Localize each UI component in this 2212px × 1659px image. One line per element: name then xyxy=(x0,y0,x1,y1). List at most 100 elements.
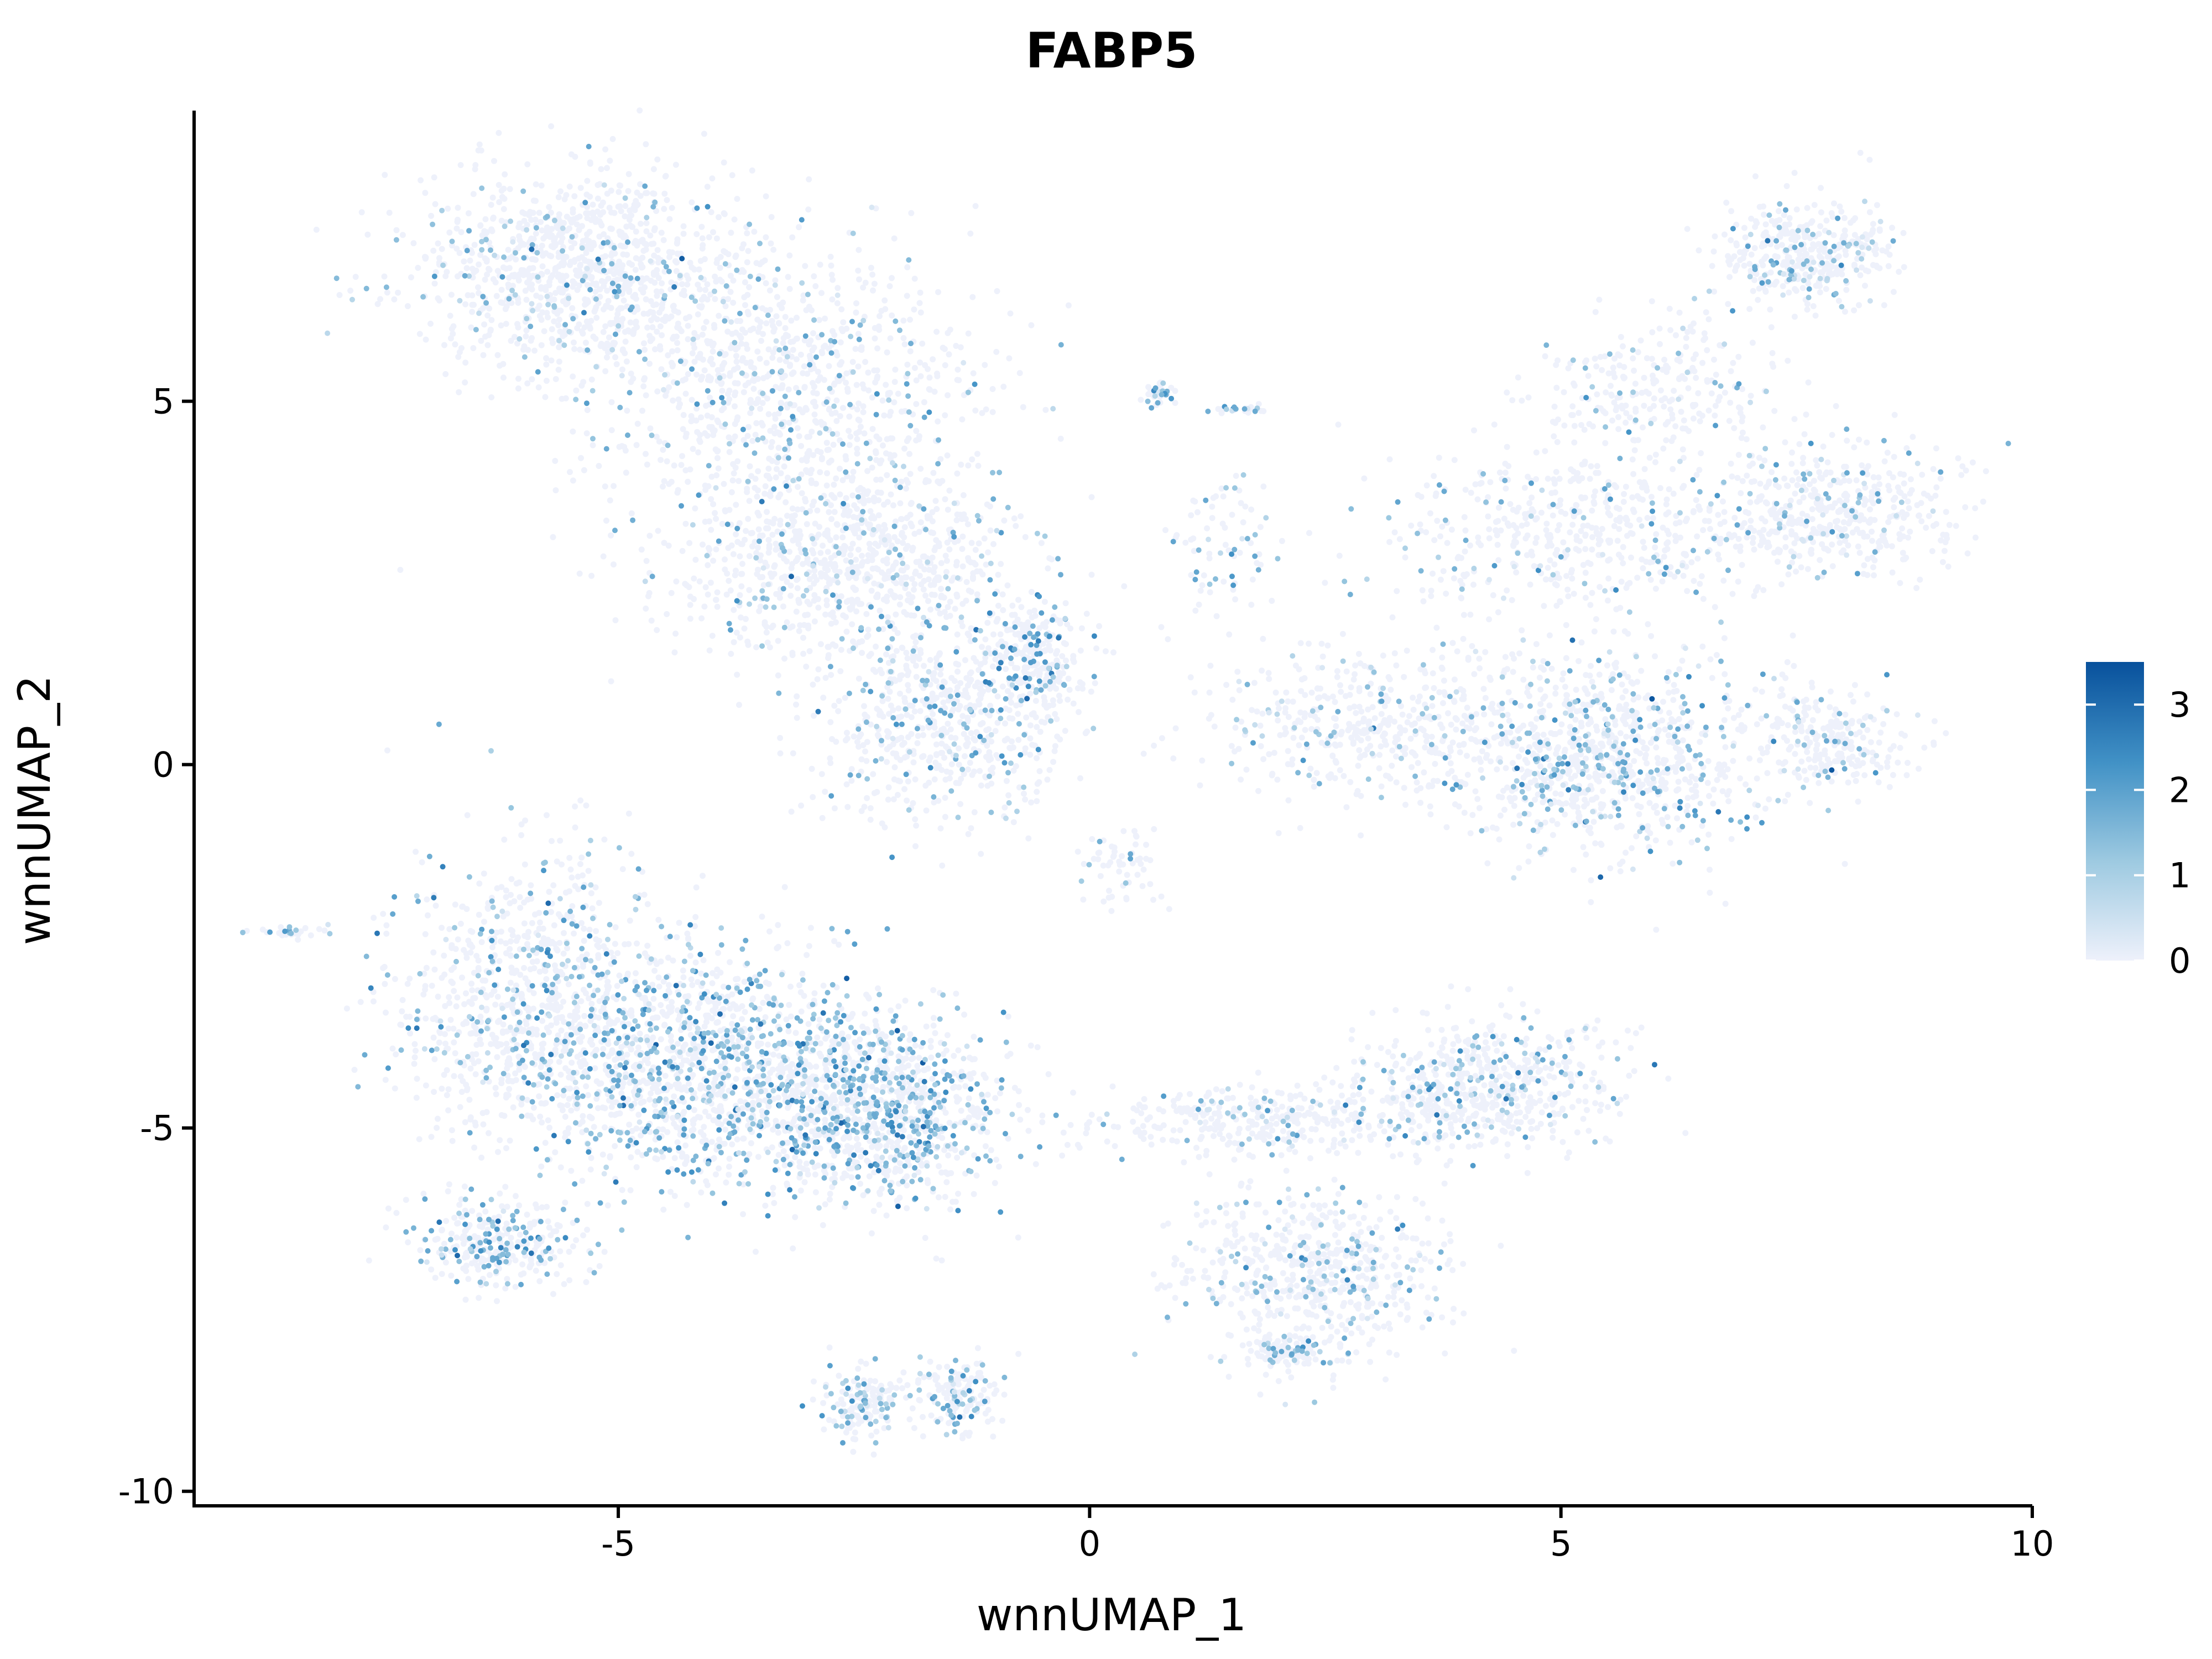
cell-point xyxy=(634,304,640,310)
cell-point xyxy=(1088,688,1094,695)
cell-point xyxy=(1886,252,1893,258)
cell-point xyxy=(853,309,859,316)
cell-point xyxy=(1546,535,1552,542)
cell-point xyxy=(971,768,977,775)
cell-point xyxy=(1690,415,1697,422)
cell-point xyxy=(1306,530,1312,536)
cell-point xyxy=(1782,230,1789,237)
cell-point xyxy=(848,766,855,773)
cell-point xyxy=(1415,760,1421,766)
cell-point xyxy=(708,496,714,503)
cell-point xyxy=(546,252,553,259)
cell-point xyxy=(926,374,933,381)
cell-point xyxy=(1841,492,1848,499)
cell-point xyxy=(707,580,714,586)
cell-point xyxy=(1196,601,1202,608)
cell-point xyxy=(705,591,711,598)
cell-point xyxy=(775,672,781,679)
cell-point xyxy=(838,359,845,366)
cell-point xyxy=(581,467,587,473)
cell-point xyxy=(798,802,805,809)
cell-point xyxy=(812,418,818,424)
cell-point xyxy=(788,353,795,360)
cell-point xyxy=(715,419,722,425)
cell-point xyxy=(1485,513,1491,520)
cell-point xyxy=(698,377,704,383)
cell-point xyxy=(1712,413,1718,419)
cell-point xyxy=(734,318,740,324)
cell-point xyxy=(1542,448,1548,455)
cell-point xyxy=(905,479,911,486)
cell-point xyxy=(1641,545,1647,551)
cell-point xyxy=(1619,403,1625,409)
cell-point xyxy=(1394,588,1400,594)
cell-point xyxy=(805,622,812,629)
cell-point xyxy=(1756,285,1762,292)
cell-point xyxy=(430,247,437,254)
cell-point xyxy=(1760,203,1767,210)
cell-point xyxy=(983,406,989,413)
cell-point xyxy=(1895,484,1901,491)
cell-point xyxy=(1663,369,1670,375)
cell-point xyxy=(1799,285,1806,291)
cell-point xyxy=(626,328,633,335)
cell-point xyxy=(563,254,570,260)
cell-point xyxy=(1661,403,1667,410)
cell-point xyxy=(1605,557,1611,564)
cell-point xyxy=(831,509,838,515)
cell-point xyxy=(764,395,771,402)
cell-point xyxy=(1867,506,1873,513)
cell-point xyxy=(734,196,740,202)
cell-point xyxy=(1725,301,1731,307)
cell-point xyxy=(678,462,685,468)
cell-point xyxy=(946,487,953,494)
cell-point xyxy=(601,306,607,312)
cell-point xyxy=(696,578,703,585)
cell-point xyxy=(707,394,713,401)
cell-point xyxy=(1863,267,1869,274)
cell-point xyxy=(656,438,662,445)
cell-point xyxy=(684,281,691,288)
cell-point xyxy=(700,541,706,548)
cell-point xyxy=(588,275,594,282)
cell-point xyxy=(790,347,796,353)
cell-point xyxy=(1546,632,1553,639)
cell-point xyxy=(821,421,827,427)
cell-point xyxy=(1884,450,1891,456)
cell-point xyxy=(1440,568,1447,575)
cell-point xyxy=(729,172,735,179)
cell-point xyxy=(984,619,991,626)
cell-point xyxy=(1541,603,1547,609)
cell-point xyxy=(1666,486,1672,493)
cell-point xyxy=(1861,562,1867,568)
cell-point xyxy=(885,796,891,803)
cell-point xyxy=(1063,658,1069,664)
cell-point xyxy=(930,356,936,363)
cell-point xyxy=(1656,325,1663,332)
cell-point xyxy=(826,459,832,466)
cell-point xyxy=(778,470,784,477)
cell-point xyxy=(1670,466,1676,472)
cell-point xyxy=(549,326,555,332)
cell-point xyxy=(693,405,700,412)
cell-point xyxy=(937,671,944,677)
cell-point xyxy=(732,465,739,471)
cell-point xyxy=(1760,262,1766,269)
cell-point xyxy=(682,390,689,397)
cell-point xyxy=(1593,469,1599,476)
cell-point xyxy=(676,404,682,410)
cell-point xyxy=(1044,705,1050,711)
cell-point xyxy=(769,573,775,580)
cell-point xyxy=(1907,476,1914,483)
cell-point xyxy=(891,593,898,599)
cell-point xyxy=(1695,390,1702,397)
cell-point xyxy=(782,499,789,505)
cell-point xyxy=(643,392,649,399)
cell-point xyxy=(817,449,824,456)
cell-point xyxy=(638,221,644,227)
cell-point xyxy=(891,534,898,540)
cell-point xyxy=(904,361,911,368)
cell-point xyxy=(895,778,901,784)
cell-point xyxy=(1919,472,1926,478)
